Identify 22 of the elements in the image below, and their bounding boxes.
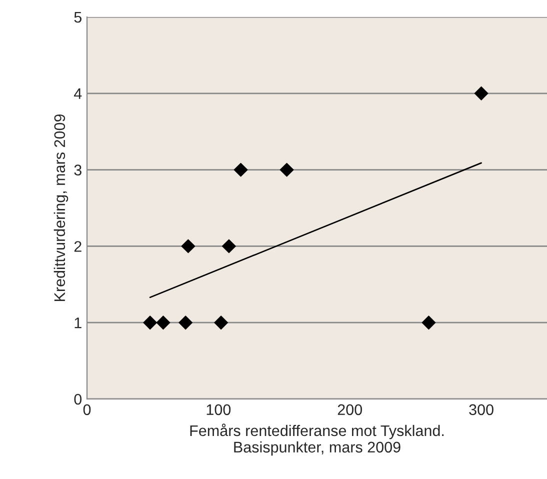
point [178, 316, 193, 330]
y-tick-label: 3 [74, 164, 82, 176]
point [422, 316, 436, 330]
x-tick-label: 0 [83, 404, 91, 416]
point [214, 316, 228, 330]
point [280, 162, 294, 177]
y-tick-label: 0 [74, 394, 82, 405]
y-axis-title: Kredittvurdering, mars 2009 [54, 114, 68, 301]
point [156, 316, 170, 330]
x-axis-title: Femårs rentedifferanse mot Tyskland. Basispunkter, mars 2009 [190, 424, 444, 456]
point [474, 86, 488, 100]
x-tick-label: 200 [338, 404, 362, 416]
x-tick-label: 300 [469, 404, 494, 416]
point [181, 239, 196, 254]
x-tick-label: 100 [206, 404, 231, 416]
point [234, 162, 248, 177]
y-tick-label: 1 [74, 318, 82, 328]
point [222, 239, 236, 254]
y-tick-label: 4 [74, 88, 82, 99]
point [143, 316, 158, 330]
y-tick-label: 2 [74, 241, 82, 252]
y-tick-label: 5 [74, 12, 82, 23]
